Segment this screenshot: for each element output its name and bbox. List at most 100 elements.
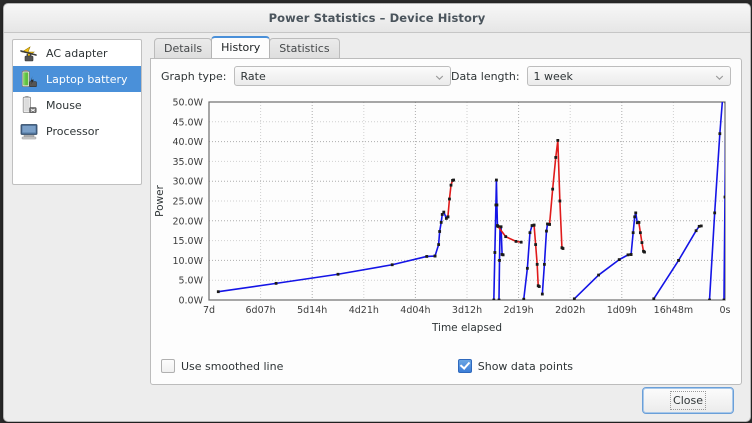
data-point — [532, 223, 536, 227]
x-axis-tick-label: 0s — [720, 305, 731, 316]
history-graph[interactable]: 0.0W 5.0W 10.0W 15.0W 20.0W 25.0W 30.0W 35.0W 40… — [151, 93, 741, 384]
series-line-discharging — [498, 225, 504, 300]
y-axis-tick-label: 50.0W — [172, 98, 203, 109]
x-axis-tick-label: 2d19h — [504, 305, 534, 316]
data-point — [638, 231, 642, 235]
device-list[interactable]: AC adapter Laptop battery — [12, 39, 142, 185]
data-point — [495, 203, 499, 207]
data-point — [440, 213, 444, 216]
data-point — [528, 231, 532, 235]
data-point — [637, 220, 641, 224]
data-point — [708, 298, 711, 300]
data-point — [499, 225, 503, 229]
series-line-discharging — [541, 223, 551, 295]
checkbox-box[interactable] — [457, 359, 472, 373]
series-line-discharging — [493, 179, 499, 300]
data-point — [530, 224, 534, 227]
data-length-value: 1 week — [533, 69, 573, 83]
x-axis-tick-label: 7d — [203, 305, 215, 316]
x-axis-title: Time elapsed — [431, 322, 502, 334]
data-point — [713, 211, 717, 215]
checkbox-box[interactable] — [161, 359, 175, 373]
data-point — [697, 224, 701, 228]
show-data-points-checkbox[interactable]: Show data points — [457, 359, 573, 373]
x-axis-tick-label: 16h48m — [654, 305, 693, 316]
window-body: AC adapter Laptop battery — [4, 32, 750, 421]
tab-details[interactable]: Details — [154, 38, 213, 58]
graph-type-select[interactable]: Rate — [233, 66, 451, 86]
data-point — [497, 298, 501, 300]
x-axis-tick-label: 5d14h — [297, 305, 327, 316]
tab-history[interactable]: History — [211, 36, 271, 58]
data-point — [548, 222, 551, 226]
series-line-discharging — [652, 225, 703, 300]
data-point — [556, 139, 560, 142]
data-point — [514, 239, 518, 243]
tab-statistics[interactable]: Statistics — [269, 38, 340, 58]
x-axis-tick-label: 3d12h — [452, 305, 482, 316]
y-axis-tick-label: 25.0W — [172, 197, 203, 208]
y-axis-tick-label: 40.0W — [172, 137, 203, 148]
data-point — [522, 297, 526, 300]
series-line-discharging — [522, 224, 535, 300]
data-point — [572, 297, 576, 300]
processor-icon — [19, 121, 39, 141]
series-line-discharging — [708, 102, 724, 300]
x-axis-tick-label: 6d07h — [246, 305, 276, 316]
data-point — [274, 281, 278, 285]
data-point — [493, 251, 497, 254]
data-point — [433, 254, 437, 258]
data-point — [390, 263, 394, 267]
use-smoothed-line-label: Use smoothed line — [181, 359, 284, 373]
graph-controls-row: Graph type: Rate Data length: 1 week — [151, 59, 741, 93]
sidebar-item-ac-adapter[interactable]: AC adapter — [13, 40, 141, 66]
data-point — [734, 228, 735, 231]
data-point — [635, 221, 639, 225]
data-point — [449, 183, 453, 187]
graph-type-label: Graph type: — [161, 69, 227, 83]
series-line-charging — [638, 221, 646, 253]
data-point — [561, 247, 565, 250]
data-point — [543, 262, 546, 266]
data-point — [439, 220, 443, 224]
graph-options-row: Use smoothed line Show data points — [151, 356, 741, 376]
data-point — [437, 243, 441, 246]
data-length-label: Data length: — [451, 69, 520, 83]
data-point — [534, 243, 538, 246]
sidebar-item-label: Mouse — [46, 98, 82, 112]
data-point — [492, 298, 496, 300]
y-axis-tick-label: 15.0W — [172, 236, 203, 247]
history-panel: Graph type: Rate Data length: 1 week — [150, 58, 742, 385]
y-axis-tick-label: 30.0W — [172, 177, 203, 188]
sidebar-item-processor[interactable]: Processor — [13, 118, 141, 144]
sidebar-item-mouse[interactable]: Mouse — [13, 92, 141, 118]
sidebar-item-label: AC adapter — [46, 46, 108, 60]
y-axis-title: Power — [154, 184, 166, 216]
chevron-down-icon — [715, 72, 724, 81]
data-point — [643, 250, 646, 254]
close-button[interactable]: Close — [642, 386, 734, 414]
battery-mouse-icon — [19, 95, 39, 115]
data-point — [446, 215, 450, 219]
x-axis-tick-label: 2d02h — [555, 305, 585, 316]
use-smoothed-line-checkbox[interactable]: Use smoothed line — [161, 359, 283, 373]
data-point — [722, 298, 725, 300]
data-point — [551, 187, 555, 191]
sidebar-item-laptop-battery[interactable]: Laptop battery — [13, 66, 141, 92]
data-point — [694, 229, 698, 233]
data-point — [633, 215, 637, 219]
series-line-charging — [533, 224, 541, 288]
data-point — [726, 229, 729, 232]
ac-adapter-icon — [19, 43, 39, 63]
close-button-label: Close — [670, 390, 706, 410]
show-data-points-label: Show data points — [477, 359, 573, 373]
series-line-discharging — [573, 253, 632, 300]
data-length-select[interactable]: 1 week — [526, 66, 731, 86]
chevron-down-icon — [435, 72, 444, 81]
data-point — [444, 217, 448, 220]
data-point — [448, 197, 451, 201]
data-point — [722, 93, 725, 95]
battery-full-icon — [19, 69, 39, 89]
y-axis-tick-label: 0.0W — [178, 296, 203, 307]
data-point — [546, 222, 549, 226]
